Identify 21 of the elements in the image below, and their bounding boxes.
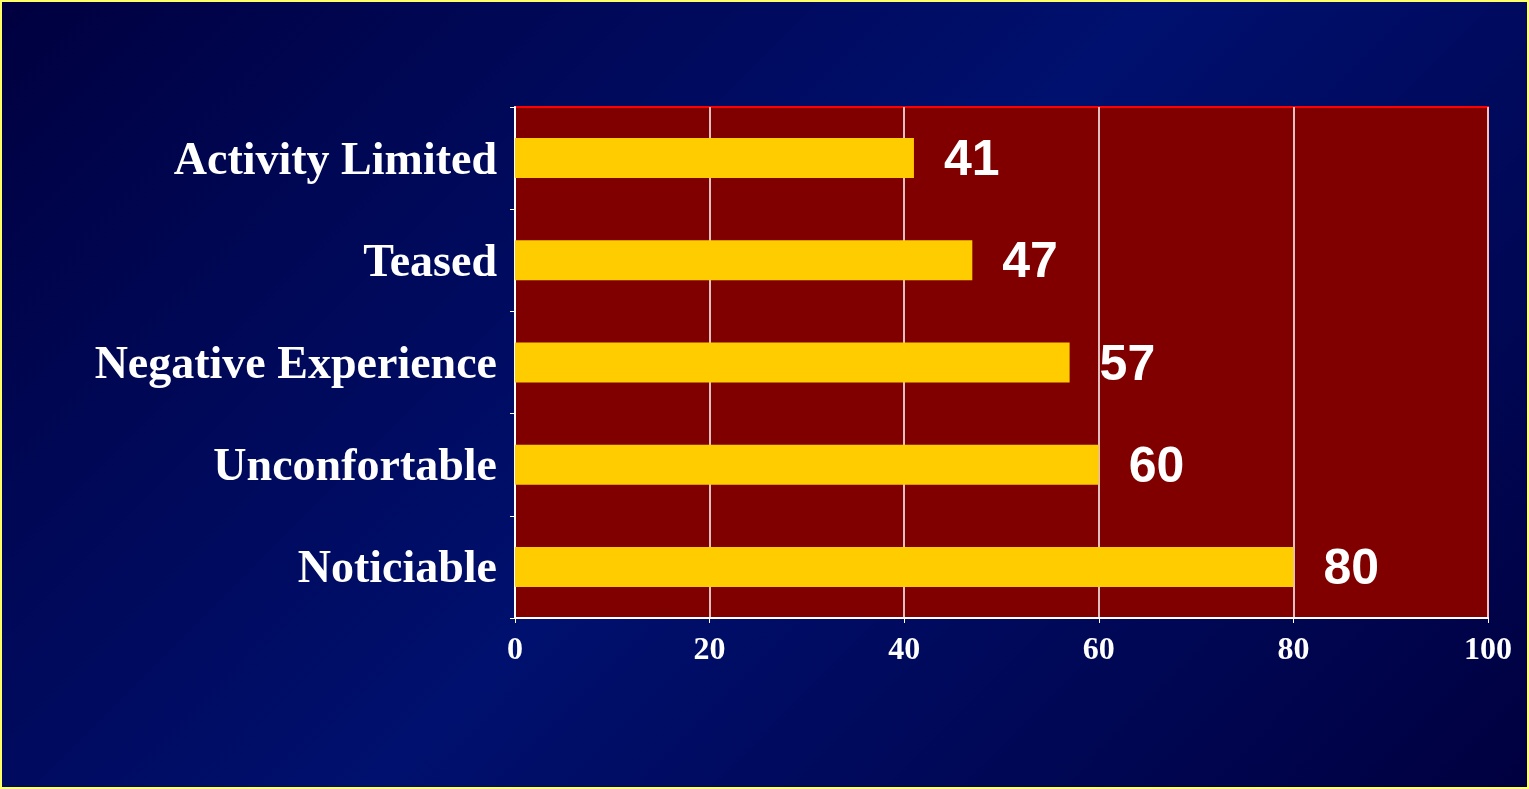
y-tick-label: Unconfortable: [213, 439, 497, 491]
data-label: 47: [1002, 232, 1058, 289]
bar: [515, 546, 1294, 587]
x-tick-label: 100: [1464, 630, 1512, 666]
y-tick-label: Teased: [363, 234, 498, 286]
x-tick-label: 20: [693, 630, 726, 666]
data-label: 57: [1099, 334, 1156, 391]
bar: [515, 138, 914, 179]
data-label: 60: [1128, 436, 1185, 493]
data-label: 80: [1323, 538, 1380, 595]
bar: [515, 444, 1099, 485]
bar: [515, 240, 973, 281]
y-tick-label: Activity Limited: [173, 132, 498, 184]
data-label: 41: [943, 130, 1000, 187]
y-tick-label: Negative Experience: [94, 337, 497, 388]
bar: [515, 342, 1070, 383]
x-tick-label: 0: [507, 630, 523, 666]
x-tick-label: 80: [1277, 630, 1310, 666]
x-tick-label: 60: [1082, 630, 1115, 666]
x-tick-label: 40: [888, 630, 921, 666]
y-tick-label: Noticiable: [297, 541, 497, 593]
